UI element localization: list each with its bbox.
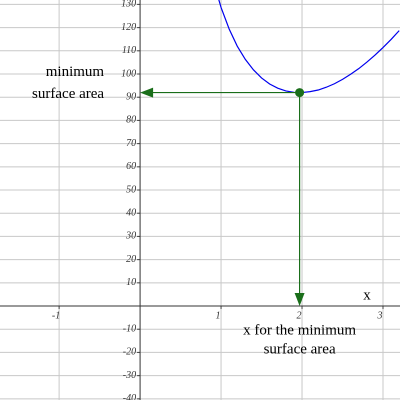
y-tick-label: -30 [123, 370, 136, 381]
y-tick-label: 110 [122, 45, 136, 56]
annotation: surface area [32, 86, 104, 102]
annotation: minimum [46, 64, 105, 80]
x-tick-label: -1 [52, 310, 60, 321]
y-tick-label: 50 [126, 184, 136, 195]
x-axis-label: x [363, 287, 371, 303]
y-tick-label: -20 [123, 347, 136, 358]
min-point [295, 88, 305, 98]
y-tick-label: 70 [126, 138, 136, 149]
y-tick-label: 20 [126, 254, 136, 265]
x-tick-label: 1 [216, 310, 221, 321]
y-tick-label: 40 [126, 208, 136, 219]
y-tick-label: 10 [126, 277, 136, 288]
y-tick-label: -40 [123, 393, 136, 400]
y-tick-label: 90 [126, 92, 136, 103]
annotation: x for the minimum [243, 322, 356, 338]
arrow-head [140, 87, 154, 98]
y-tick-label: -10 [123, 324, 136, 335]
y-tick-label: 30 [125, 231, 136, 242]
x-tick-label: 3 [376, 310, 382, 321]
plot-area [218, 0, 400, 94]
y-tick-label: 130 [121, 0, 136, 10]
y-tick-label: 80 [126, 115, 136, 126]
y-tick-label: 120 [121, 22, 136, 33]
annotation: surface area [264, 341, 336, 357]
arrow-head [294, 293, 305, 307]
y-tick-label: 100 [121, 68, 136, 79]
x-tick-label: 2 [297, 310, 302, 321]
curve [218, 0, 400, 94]
y-tick-label: 60 [126, 161, 136, 172]
